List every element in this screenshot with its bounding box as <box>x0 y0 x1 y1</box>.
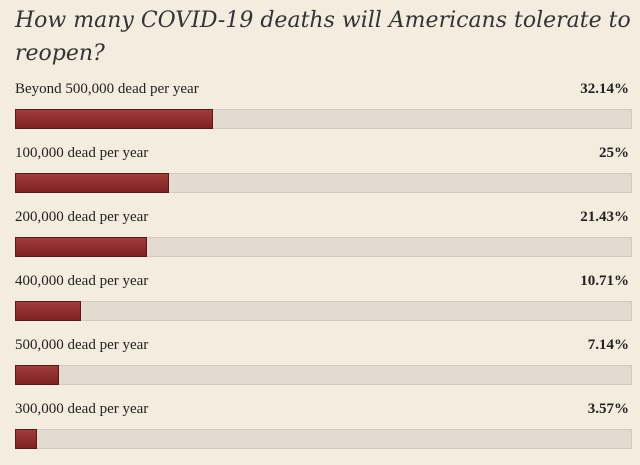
poll-option-header: 200,000 dead per year 21.43% <box>15 209 632 231</box>
poll-option: 200,000 dead per year 21.43% <box>15 209 632 273</box>
bar-track <box>15 173 632 193</box>
value-label: 32.14% <box>580 81 629 97</box>
poll-option-header: 100,000 dead per year 25% <box>15 145 632 167</box>
bar <box>15 109 213 129</box>
bar-track <box>15 429 632 449</box>
category-label: 400,000 dead per year <box>15 273 149 289</box>
bar <box>15 173 169 193</box>
bar <box>15 365 59 385</box>
poll-option-header: 400,000 dead per year 10.71% <box>15 273 632 295</box>
category-label: 100,000 dead per year <box>15 145 149 161</box>
bar <box>15 301 81 321</box>
poll-option: 500,000 dead per year 7.14% <box>15 337 632 401</box>
value-label: 10.71% <box>580 273 629 289</box>
poll-option: 300,000 dead per year 3.57% <box>15 401 632 465</box>
bar <box>15 237 147 257</box>
poll-title: How many COVID-19 deaths will Americans … <box>15 8 631 66</box>
bar-track <box>15 301 632 321</box>
value-label: 21.43% <box>580 209 629 225</box>
value-label: 3.57% <box>587 401 629 417</box>
bar-track <box>15 237 632 257</box>
poll-widget: How many COVID-19 deaths will Americans … <box>15 4 632 465</box>
category-label: 500,000 dead per year <box>15 337 149 353</box>
value-label: 25% <box>599 145 629 161</box>
poll-option: Beyond 500,000 dead per year 32.14% <box>15 81 632 145</box>
value-label: 7.14% <box>587 337 629 353</box>
poll-option: 100,000 dead per year 25% <box>15 145 632 209</box>
category-label: 300,000 dead per year <box>15 401 149 417</box>
category-label: Beyond 500,000 dead per year <box>15 81 199 97</box>
poll-options: Beyond 500,000 dead per year 32.14% 100,00… <box>15 81 632 465</box>
poll-option-header: 500,000 dead per year 7.14% <box>15 337 632 359</box>
bar <box>15 429 37 449</box>
poll-option: 400,000 dead per year 10.71% <box>15 273 632 337</box>
bar-track <box>15 365 632 385</box>
poll-option-header: 300,000 dead per year 3.57% <box>15 401 632 423</box>
category-label: 200,000 dead per year <box>15 209 149 225</box>
bar-track <box>15 109 632 129</box>
poll-option-header: Beyond 500,000 dead per year 32.14% <box>15 81 632 103</box>
